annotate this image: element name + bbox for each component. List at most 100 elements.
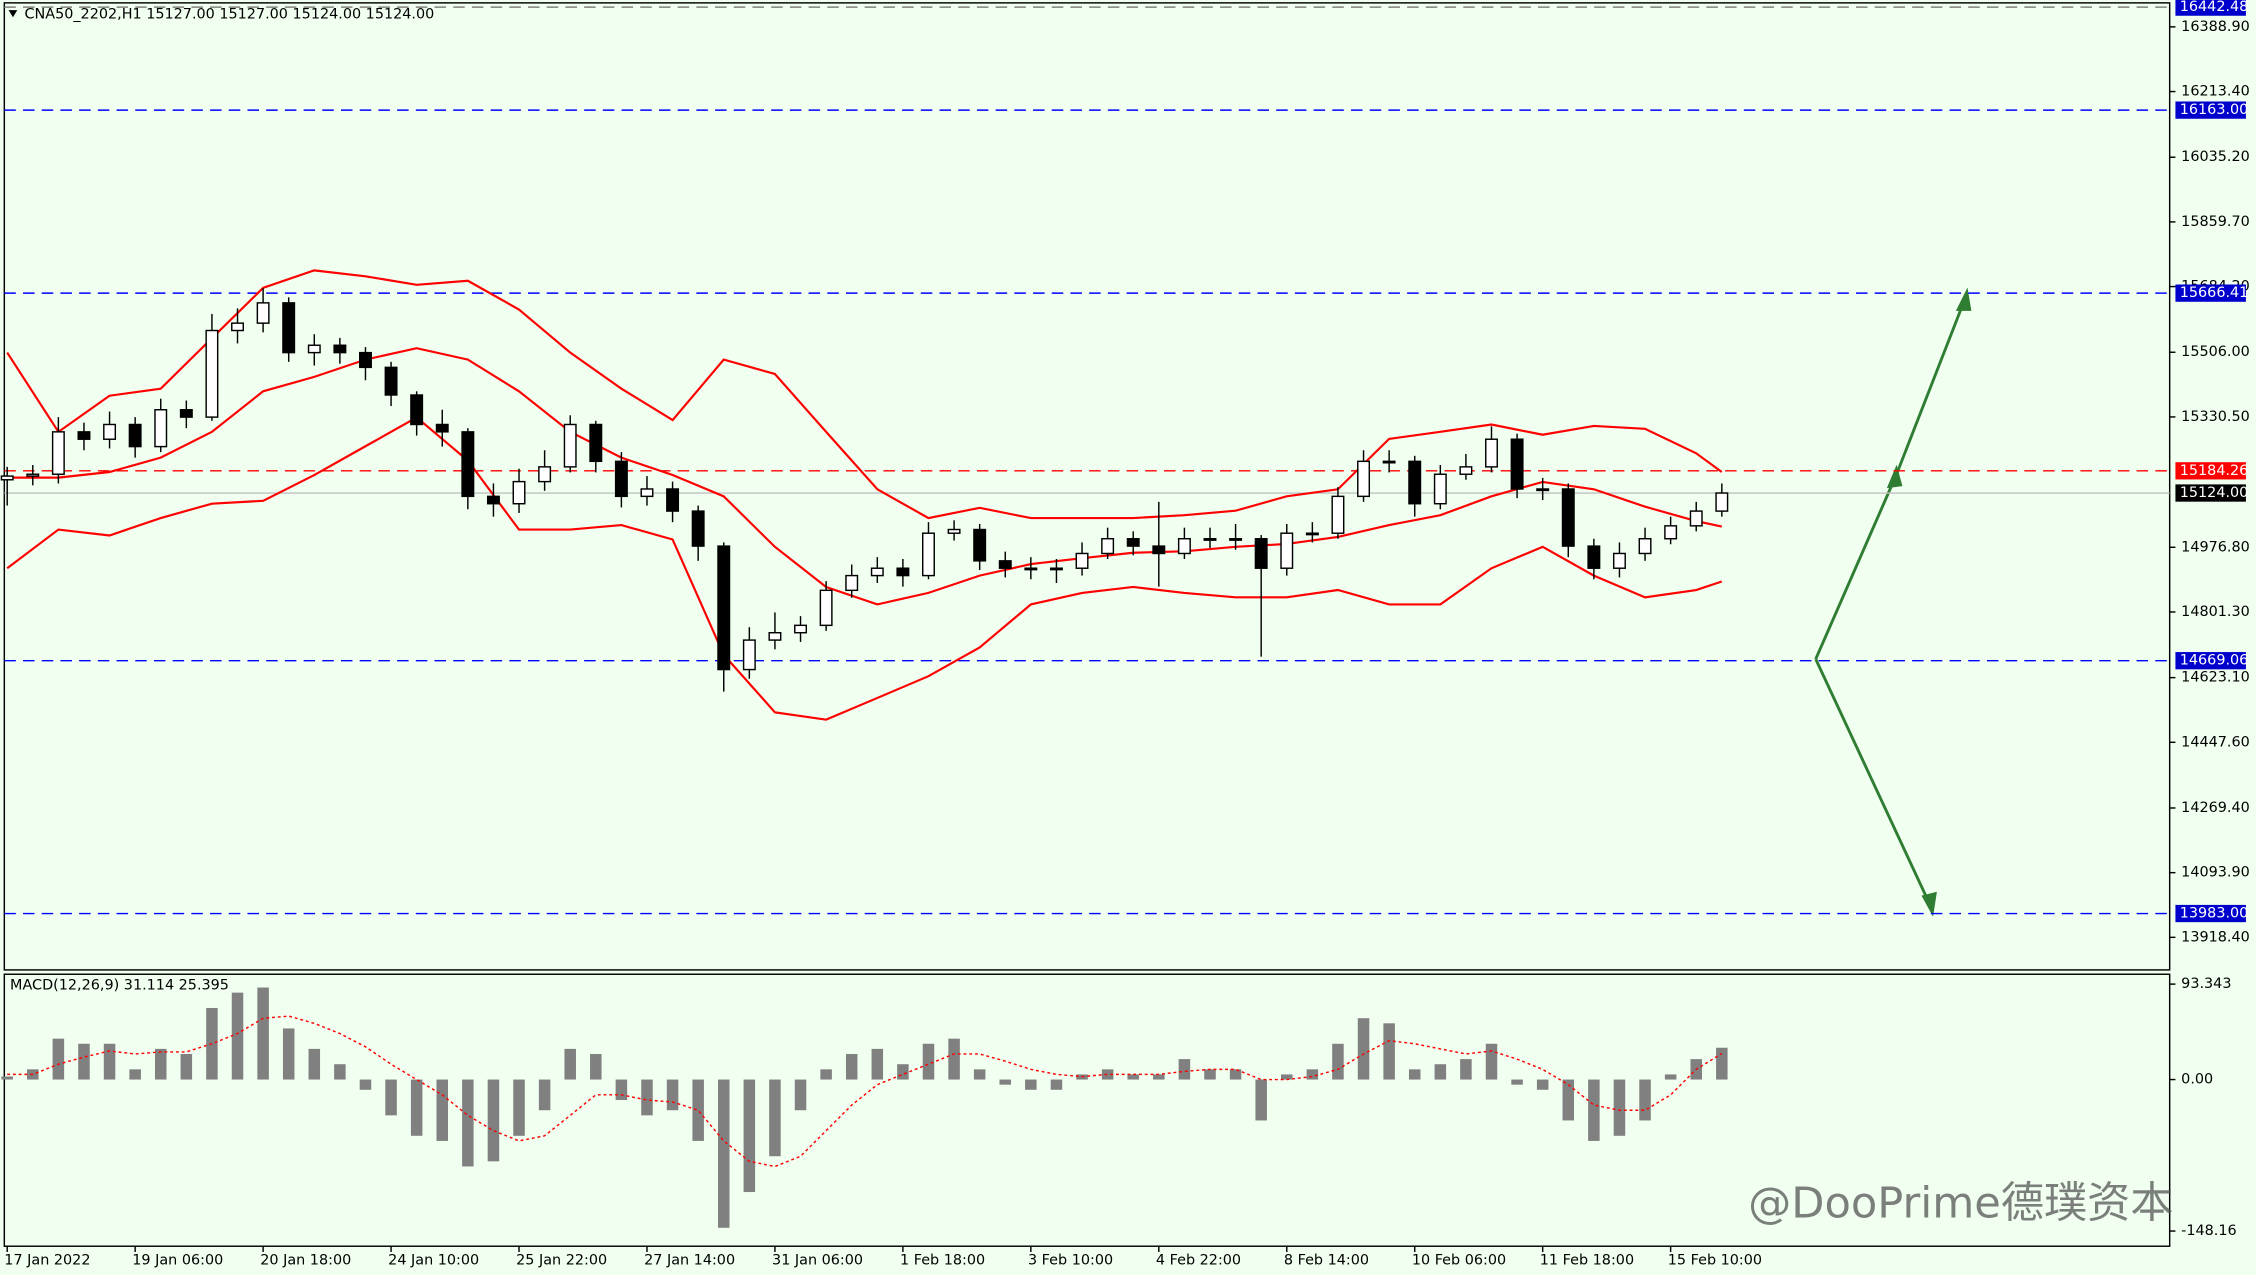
candle-body	[538, 466, 552, 483]
candle-body	[1459, 466, 1473, 475]
candle-body	[947, 528, 961, 534]
candle-body	[1254, 538, 1268, 569]
macd-bar	[718, 1079, 730, 1228]
arrow-head	[1921, 891, 1937, 917]
candle-body	[1689, 510, 1703, 527]
candle-body	[256, 302, 270, 324]
macd-bar	[1025, 1079, 1037, 1090]
macd-bar	[590, 1053, 602, 1080]
y-tick-label: 14269.40	[2181, 800, 2250, 816]
candle-body	[282, 302, 296, 354]
chart-title: CNA50_2202,H1 15127.00 15127.00 15124.00…	[24, 6, 434, 22]
macd-bar	[1306, 1069, 1319, 1080]
candle-body	[512, 480, 526, 505]
macd-bar	[1281, 1074, 1293, 1080]
candle-body	[768, 631, 782, 641]
y-tick-label: 16035.20	[2181, 149, 2250, 165]
macd-bar	[743, 1079, 756, 1193]
macd-bar	[180, 1053, 193, 1080]
macd-bar	[1588, 1079, 1600, 1141]
macd-bar	[154, 1048, 167, 1080]
macd-bar	[1255, 1079, 1267, 1121]
y-tick-label: 15330.50	[2181, 409, 2250, 425]
macd-bar	[1332, 1043, 1344, 1080]
macd-bar	[78, 1043, 90, 1080]
candle-body	[333, 344, 347, 354]
x-tick-label: 4 Feb 22:00	[1156, 1253, 1241, 1269]
candle-body	[922, 532, 935, 577]
candle-body	[998, 560, 1012, 569]
x-tick-label: 17 Jan 2022	[4, 1253, 90, 1269]
macd-bar	[820, 1069, 832, 1080]
level-label: 16163.00	[2180, 102, 2249, 118]
macd-bar	[845, 1053, 858, 1080]
macd-bar	[871, 1048, 884, 1080]
x-tick-label: 15 Feb 10:00	[1668, 1253, 1762, 1269]
macd-bar	[564, 1048, 576, 1080]
candle-body	[563, 423, 577, 468]
candle-body	[819, 589, 833, 627]
macd-bar	[1536, 1079, 1549, 1090]
candle-body	[1510, 438, 1524, 490]
level-label-box	[2175, 484, 2246, 502]
candle-body	[1049, 567, 1063, 571]
candle-body	[1587, 545, 1601, 569]
candle-body	[691, 510, 705, 547]
macd-tick-label: 0.00	[2181, 1072, 2213, 1088]
level-label: 15666.41	[2180, 285, 2249, 301]
macd-bar	[999, 1079, 1012, 1085]
candle-body	[486, 495, 500, 505]
candle-body	[1433, 473, 1447, 505]
macd-bar	[1383, 1023, 1395, 1080]
level-label-box	[2175, 101, 2246, 119]
y-tick-label: 15506.00	[2181, 344, 2250, 360]
x-tick-label: 10 Feb 06:00	[1412, 1253, 1506, 1269]
candle-body	[1177, 538, 1191, 555]
macd-bar	[359, 1079, 372, 1090]
candles	[0, 288, 1729, 692]
arrow-up-2	[1894, 297, 1967, 476]
macd-bar	[769, 1079, 781, 1157]
macd-bar	[282, 1028, 295, 1080]
candle-body	[640, 488, 654, 498]
macd-bar	[897, 1064, 909, 1080]
candle-body	[359, 351, 372, 369]
x-tick-label: 1 Feb 18:00	[900, 1253, 985, 1269]
candle-body	[742, 639, 756, 671]
macd-tick-label: 93.343	[2181, 976, 2231, 992]
candle-body	[1664, 525, 1678, 540]
macd-bar	[334, 1064, 346, 1080]
candle-body	[103, 423, 117, 440]
candle-body	[1203, 538, 1217, 541]
macd-bar	[1716, 1047, 1728, 1080]
macd-bar	[1511, 1079, 1523, 1085]
macd-bar	[1460, 1059, 1472, 1080]
candle-body	[717, 545, 731, 671]
x-tick-label: 11 Feb 18:00	[1540, 1253, 1634, 1269]
candle-body	[973, 528, 987, 562]
level-label-box	[2175, 0, 2246, 16]
macd-bar	[538, 1079, 551, 1111]
macd-bar	[1613, 1079, 1626, 1136]
y-tick-label: 14093.90	[2181, 865, 2250, 881]
menu-triangle[interactable]	[8, 10, 18, 18]
macd-bar	[615, 1079, 628, 1101]
macd-bar	[1408, 1069, 1421, 1080]
macd-bar	[1050, 1079, 1063, 1090]
candle-body	[1612, 552, 1626, 569]
candle-body	[154, 409, 168, 448]
macd-bar	[1, 1076, 13, 1080]
candle-body	[1382, 460, 1396, 464]
candle-body	[1485, 438, 1498, 468]
macd-signal	[7, 1015, 1723, 1168]
y-tick-label: 15859.70	[2181, 214, 2250, 230]
x-tick-label: 8 Feb 14:00	[1284, 1253, 1369, 1269]
candle-body	[1126, 538, 1140, 547]
candle-body	[77, 431, 91, 440]
candle-body	[1536, 488, 1550, 492]
candle-body	[1357, 460, 1371, 498]
macd-bar	[794, 1079, 807, 1111]
